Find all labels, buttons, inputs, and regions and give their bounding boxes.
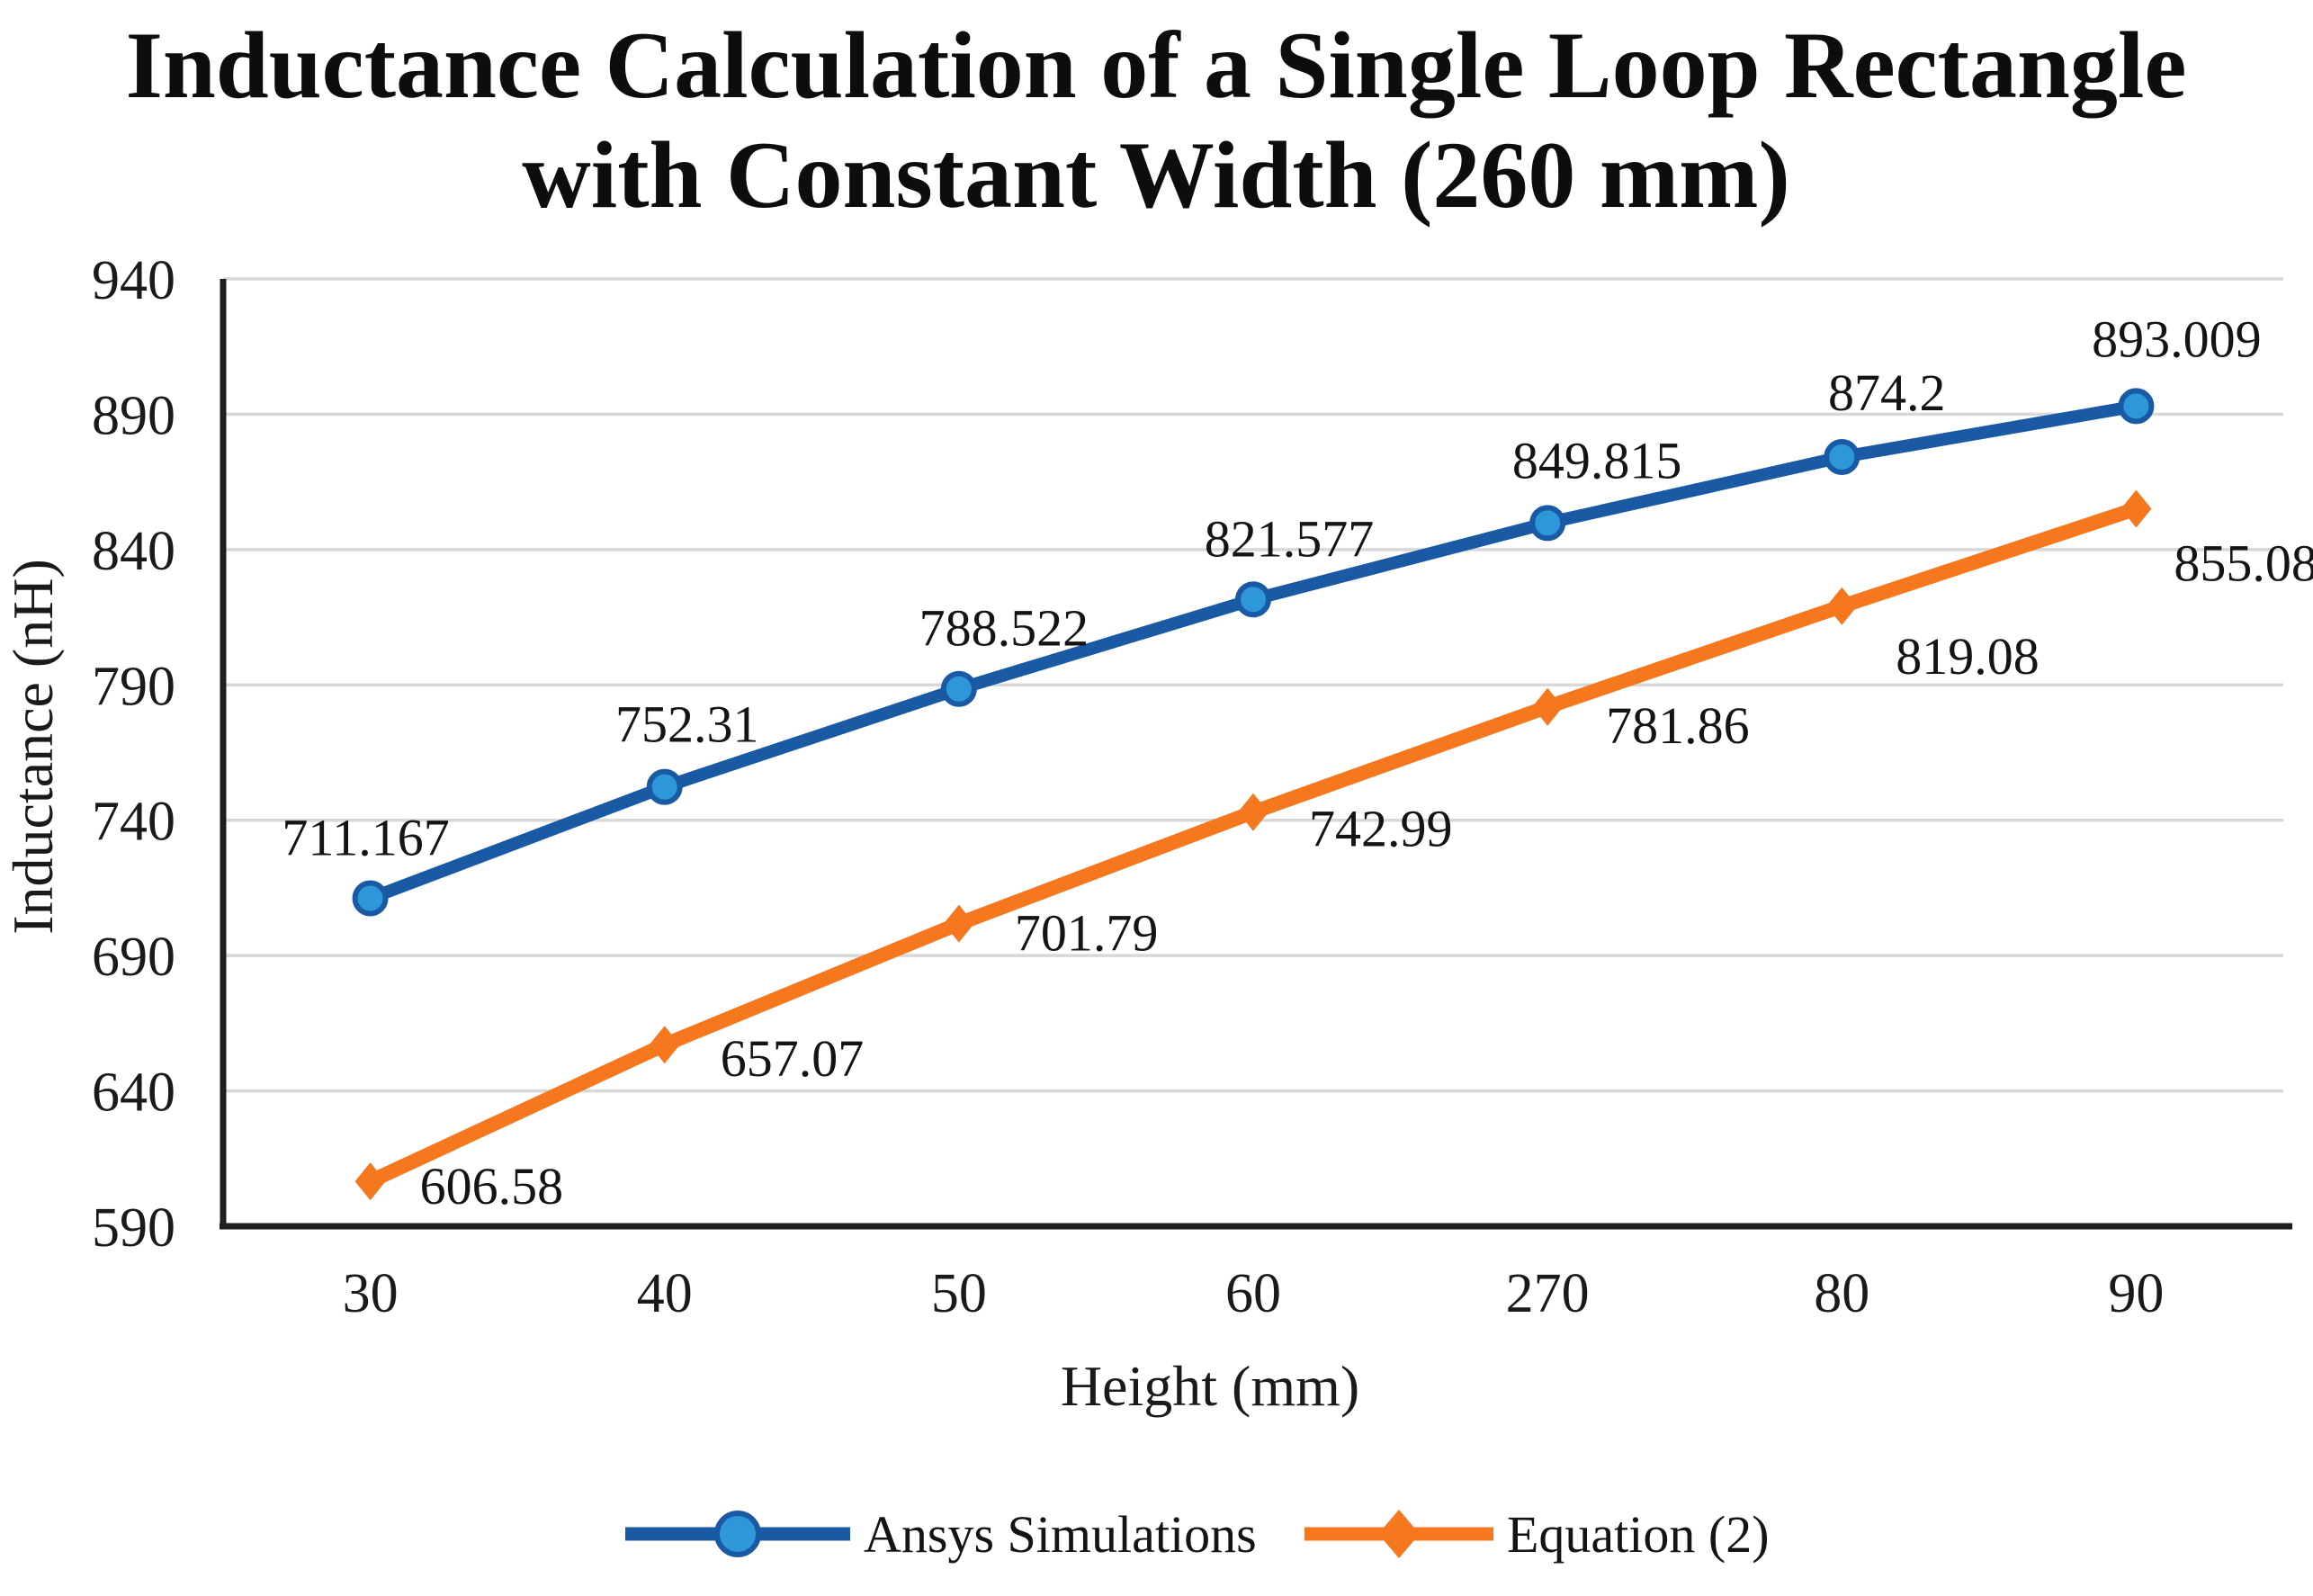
data-label: 821.577 [1205, 509, 1375, 568]
data-point-marker [646, 768, 683, 805]
y-tick-label: 890 [92, 385, 175, 446]
y-axis-title: Inductance (nH) [1, 559, 65, 935]
data-label: 893.009 [2092, 309, 2262, 368]
legend-item-ansys-simulations: Ansys Simulations [625, 1505, 1257, 1564]
data-point-marker [1238, 793, 1269, 831]
plot-area: 940 890 840 790 740 690 640 590 30 40 50 60 270 80 90 7… [92, 250, 2313, 1324]
data-label: 819.08 [1896, 627, 2040, 686]
legend-label: Equation (2) [1507, 1505, 1770, 1564]
data-point-marker [1532, 687, 1564, 726]
chart-legend: Ansys Simulations Equation (2) [625, 1505, 1770, 1564]
x-tick-label: 30 [343, 1263, 399, 1324]
data-label: 606.58 [420, 1157, 563, 1215]
legend-label: Ansys Simulations [864, 1505, 1257, 1564]
x-tick-label: 270 [1506, 1263, 1590, 1324]
data-point-marker [352, 880, 389, 917]
legend-item-equation-2-: Equation (2) [1304, 1505, 1770, 1564]
data-point-marker [1235, 581, 1271, 618]
data-point-marker [940, 670, 977, 707]
data-label: 874.2 [1828, 363, 1946, 422]
x-tick-label: 80 [1814, 1263, 1869, 1324]
chart-title: Inductance Calculation of a Single Loop … [126, 13, 2187, 228]
chart-title-line2: with Constant Width (260 mm) [522, 122, 1790, 228]
data-point-marker [1826, 587, 1858, 625]
data-point-marker [1824, 438, 1860, 475]
data-label: 711.167 [282, 808, 449, 866]
series-ansys-simulations: 711.167 752.31 788.522 821.577 849.815 874.2 8… [282, 309, 2262, 917]
data-label: 752.31 [615, 695, 759, 754]
data-label: 701.79 [1015, 904, 1159, 963]
chart-title-line1: Inductance Calculation of a Single Loop … [126, 13, 2187, 118]
x-tick-label: 40 [637, 1263, 693, 1324]
x-tick-label: 90 [2108, 1263, 2164, 1324]
data-label: 657.07 [721, 1029, 865, 1088]
y-tick-label: 840 [92, 521, 175, 582]
data-point-marker [2118, 388, 2155, 425]
y-tick-label: 940 [92, 250, 175, 311]
y-tick-label: 590 [92, 1197, 175, 1259]
data-point-marker [354, 1162, 386, 1201]
x-axis-title: Height (mm) [1061, 1354, 1359, 1418]
data-label: 788.522 [919, 599, 1089, 658]
data-point-marker [2120, 489, 2152, 528]
data-label: 742.99 [1309, 800, 1453, 858]
data-point-marker [943, 904, 974, 943]
y-tick-label: 740 [92, 792, 175, 853]
data-label: 781.86 [1606, 696, 1750, 755]
data-point-marker [714, 1511, 761, 1557]
x-tick-label: 50 [931, 1263, 987, 1324]
y-tick-label: 790 [92, 656, 175, 717]
x-tick-label: 60 [1225, 1263, 1281, 1324]
y-tick-label: 690 [92, 927, 175, 988]
data-label: 855.08 [2174, 533, 2313, 592]
data-label: 849.815 [1512, 431, 1682, 489]
data-point-marker [1378, 1510, 1420, 1558]
y-tick-label: 640 [92, 1063, 175, 1124]
series-equation-2-: 606.58 657.07 701.79 742.99 781.86 819.08 855.… [354, 489, 2313, 1215]
data-point-marker [649, 1026, 680, 1064]
data-point-marker [1529, 505, 1566, 542]
